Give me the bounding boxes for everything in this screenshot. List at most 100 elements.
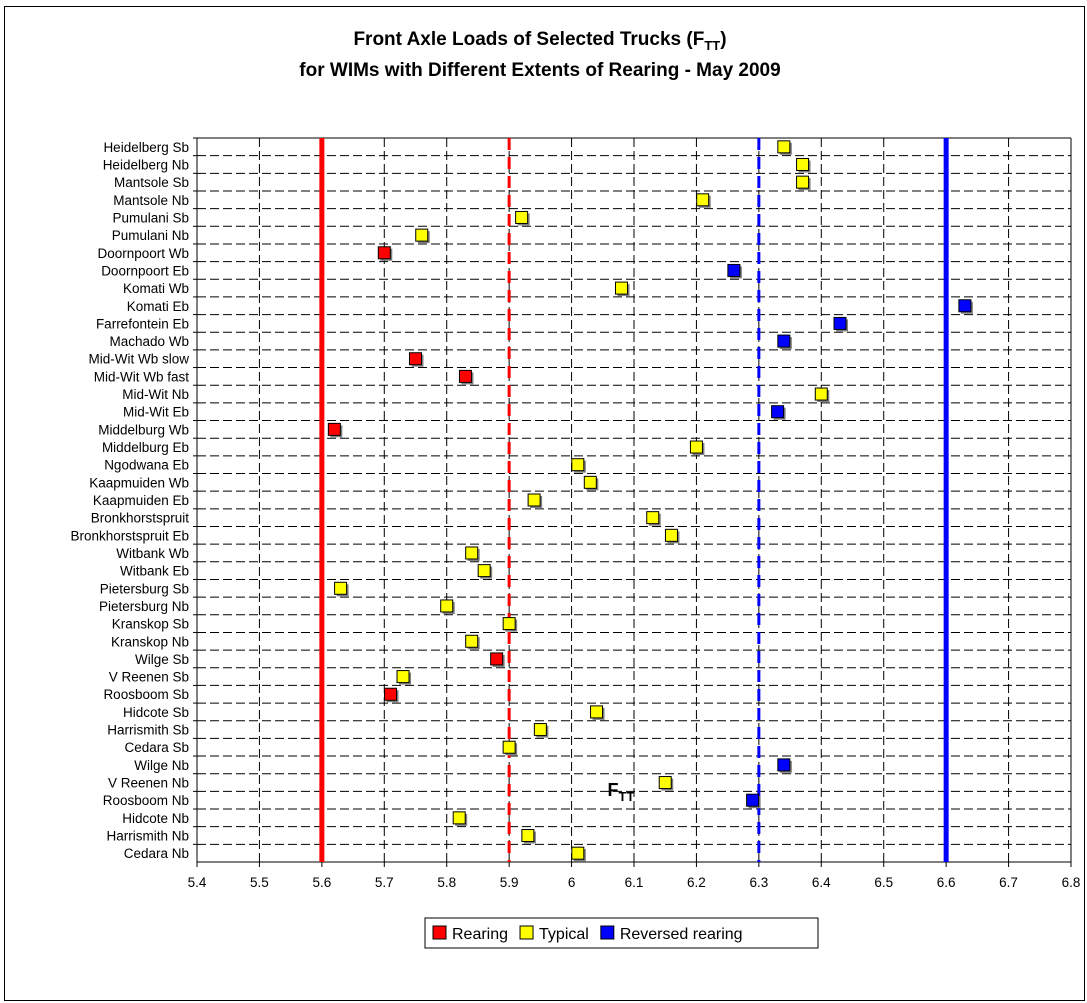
y-category-label: Kranskop Nb bbox=[111, 634, 189, 649]
plot-area: 5.4 5.5 5.6 5.7 5.8 5.9 6 6.1 6.2 6.3 6.4 6.5 6.6 6.7… bbox=[70, 137, 1081, 890]
y-category-label: Bronkhorstspruit bbox=[91, 511, 190, 526]
x-tick-label: 5.6 bbox=[312, 875, 331, 890]
data-point bbox=[583, 475, 597, 489]
y-category-label: Komati Wb bbox=[123, 281, 189, 296]
x-tick-label: 6.5 bbox=[874, 875, 893, 890]
x-tick-label: 5.4 bbox=[188, 875, 207, 890]
y-category-label: Machado Wb bbox=[109, 334, 189, 349]
y-category-label: Kaapmuiden Eb bbox=[93, 493, 189, 508]
chart-frame bbox=[4, 6, 1085, 1001]
y-category-label: Cedara Nb bbox=[124, 846, 189, 861]
data-point bbox=[465, 546, 479, 560]
y-category-label: Mid-Wit Wb slow bbox=[89, 352, 190, 367]
y-category-label: Heidelberg Sb bbox=[103, 140, 189, 155]
data-point bbox=[452, 811, 466, 825]
data-point bbox=[796, 175, 810, 189]
y-category-label: Farrefontein Eb bbox=[96, 316, 189, 331]
data-point bbox=[571, 846, 585, 860]
data-point bbox=[777, 758, 791, 772]
data-point bbox=[664, 528, 678, 542]
chart-title-line2: for WIMs with Different Extents of Reari… bbox=[299, 60, 780, 81]
x-tick-label: 6.6 bbox=[937, 875, 956, 890]
legend-swatch bbox=[432, 925, 447, 940]
x-axis-title: FTT bbox=[608, 780, 635, 804]
y-category-label: Pietersburg Nb bbox=[99, 599, 189, 614]
y-category-label: Hidcote Sb bbox=[123, 705, 189, 720]
data-point bbox=[377, 246, 391, 260]
data-point bbox=[727, 263, 741, 277]
y-category-label: Mid-Wit Nb bbox=[122, 387, 189, 402]
data-point bbox=[396, 670, 410, 684]
x-tick-label: 6.1 bbox=[625, 875, 644, 890]
y-category-label: Kranskop Sb bbox=[112, 617, 189, 632]
data-point bbox=[796, 157, 810, 171]
y-category-label: Harrismith Sb bbox=[107, 723, 189, 738]
data-point bbox=[958, 299, 972, 313]
y-category-label: Middelburg Eb bbox=[102, 440, 189, 455]
data-point bbox=[440, 599, 454, 613]
data-point bbox=[746, 793, 760, 807]
y-category-label: Mid-Wit Wb fast bbox=[94, 369, 190, 384]
y-category-label: Heidelberg Nb bbox=[103, 157, 189, 172]
data-point bbox=[615, 281, 629, 295]
data-point bbox=[415, 228, 429, 242]
y-category-label: Wilge Nb bbox=[134, 758, 189, 773]
x-tick-label: 6.7 bbox=[999, 875, 1018, 890]
legend-swatch bbox=[600, 925, 615, 940]
data-point bbox=[833, 316, 847, 330]
y-category-label: Bronkhorstspruit Eb bbox=[70, 528, 189, 543]
x-tick-label: 5.5 bbox=[250, 875, 269, 890]
y-category-label: Mantsole Sb bbox=[114, 175, 189, 190]
data-point bbox=[502, 617, 516, 631]
y-category-label: Hidcote Nb bbox=[122, 811, 189, 826]
y-category-label: Kaapmuiden Wb bbox=[89, 475, 189, 490]
data-point bbox=[777, 140, 791, 154]
data-point bbox=[646, 511, 660, 525]
y-category-label: Mantsole Nb bbox=[113, 193, 189, 208]
x-tick-label: 6.4 bbox=[812, 875, 831, 890]
data-point bbox=[490, 652, 504, 666]
y-category-label: Pumulani Nb bbox=[112, 228, 189, 243]
data-point bbox=[384, 687, 398, 701]
data-point bbox=[521, 829, 535, 843]
data-point bbox=[777, 334, 791, 348]
y-category-label: Harrismith Nb bbox=[106, 829, 189, 844]
data-point bbox=[502, 740, 516, 754]
x-tick-label: 6.2 bbox=[687, 875, 706, 890]
data-point bbox=[477, 564, 491, 578]
y-category-label: Ngodwana Eb bbox=[104, 458, 189, 473]
x-tick-label: 6.3 bbox=[749, 875, 768, 890]
y-category-label: Pietersburg Sb bbox=[100, 581, 189, 596]
legend-label: Reversed rearing bbox=[620, 926, 743, 943]
y-category-label: V Reenen Sb bbox=[109, 670, 189, 685]
x-tick-label: 5.9 bbox=[500, 875, 519, 890]
data-point bbox=[696, 193, 710, 207]
y-category-label: Mid-Wit Eb bbox=[123, 405, 189, 420]
y-category-label: Doornpoort Wb bbox=[97, 246, 189, 261]
y-category-label: Doornpoort Eb bbox=[101, 263, 189, 278]
y-category-label: Middelburg Wb bbox=[98, 422, 189, 437]
data-point bbox=[527, 493, 541, 507]
data-point bbox=[689, 440, 703, 454]
data-point bbox=[409, 352, 422, 366]
y-category-label: Wilge Sb bbox=[135, 652, 189, 667]
data-point bbox=[571, 458, 585, 472]
legend-label: Typical bbox=[539, 926, 589, 943]
y-category-label: Witbank Wb bbox=[116, 546, 189, 561]
data-point bbox=[771, 405, 785, 419]
x-tick-label: 6 bbox=[568, 875, 576, 890]
data-point bbox=[465, 634, 479, 648]
data-point bbox=[515, 210, 529, 224]
chart-title-line1: Front Axle Loads of Selected Trucks (FTT… bbox=[353, 29, 726, 53]
x-tick-label: 6.8 bbox=[1062, 875, 1081, 890]
y-category-label: Cedara Sb bbox=[124, 740, 189, 755]
data-point bbox=[658, 776, 672, 790]
data-point bbox=[533, 723, 547, 737]
y-category-label: Witbank Eb bbox=[120, 564, 189, 579]
y-category-label: Komati Eb bbox=[127, 299, 189, 314]
data-point bbox=[334, 581, 348, 595]
legend-swatch bbox=[519, 925, 534, 940]
y-category-label: Roosboom Sb bbox=[103, 687, 189, 702]
legend-box bbox=[424, 917, 819, 949]
